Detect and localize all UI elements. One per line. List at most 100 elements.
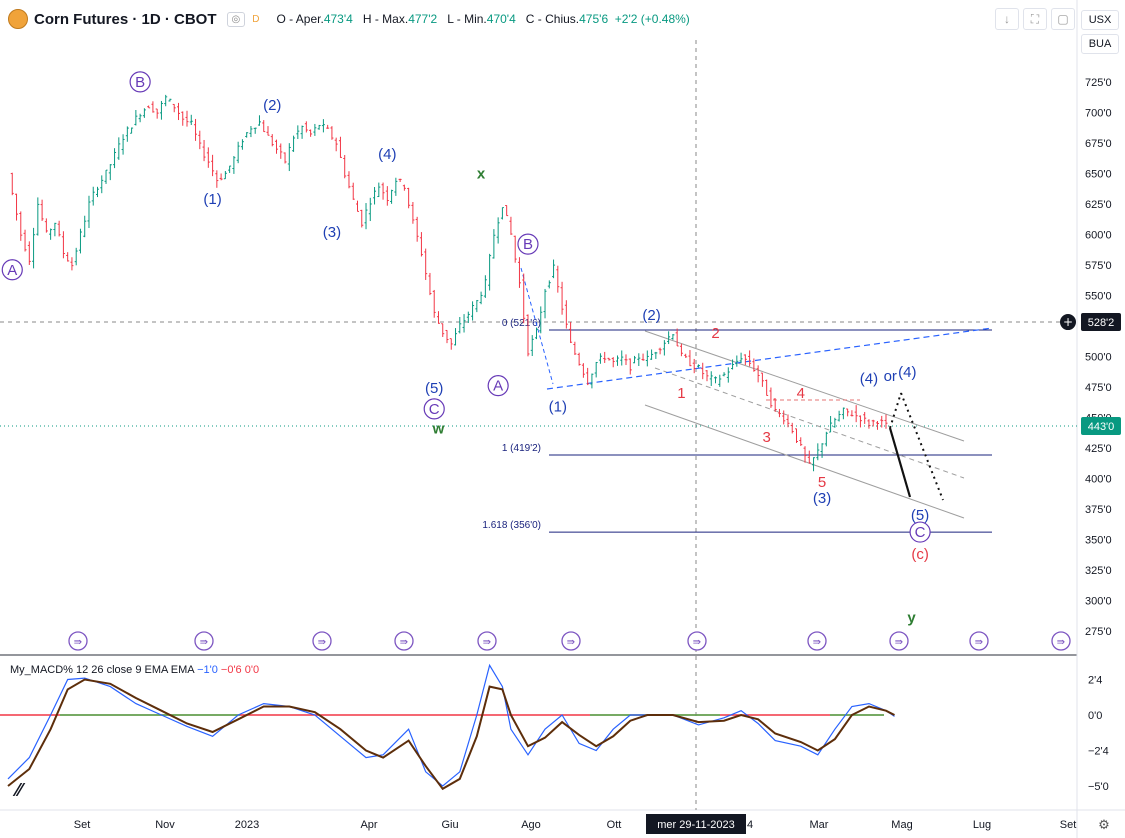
candle (799, 437, 803, 446)
macd-legend[interactable]: My_MACD% 12 26 close 9 EMA EMA −1'0 −0'6… (10, 664, 259, 676)
candle (334, 137, 338, 152)
svg-text:⇛: ⇛ (1057, 637, 1065, 648)
fullscreen-icon[interactable]: ⛶ (1023, 8, 1047, 30)
candle (475, 299, 479, 313)
candle (535, 327, 539, 340)
wave-label: 5 (818, 474, 826, 491)
price-tick-label: 425'0 (1085, 443, 1112, 455)
candle (667, 331, 671, 345)
candle (74, 247, 78, 266)
symbol-title[interactable]: Corn Futures · 1D · CBOT (34, 10, 217, 28)
candle (765, 379, 769, 396)
time-tick-label: Apr (360, 819, 377, 831)
candle (867, 419, 871, 429)
candle (436, 311, 440, 324)
svg-text:⇛: ⇛ (318, 637, 326, 648)
candle (458, 317, 462, 334)
candle (275, 139, 279, 154)
macd-name: My_MACD% 12 26 close 9 EMA EMA (10, 664, 195, 676)
candle (326, 124, 330, 129)
wave-label-circle (909, 521, 931, 543)
candle (731, 359, 735, 370)
event-marker-icon: ⇛ (194, 631, 214, 651)
candle (620, 350, 624, 366)
candle (83, 215, 87, 238)
chart-toolbar: ↓ ⛶ ▢ (995, 8, 1075, 30)
svg-text:⇛: ⇛ (975, 637, 983, 648)
candle (641, 353, 645, 361)
candle (309, 129, 313, 137)
time-tick-label: Giu (441, 819, 458, 831)
price-tick-label: 375'0 (1085, 504, 1112, 516)
candle (539, 306, 543, 334)
price-mode-button[interactable]: BUA (1081, 34, 1119, 54)
candle (245, 132, 249, 138)
candle (15, 193, 19, 221)
candle (100, 175, 104, 194)
candle (432, 289, 436, 318)
candle (351, 182, 355, 200)
candle (884, 414, 888, 429)
macd-tick-label: 0'0 (1088, 710, 1102, 722)
candle (189, 114, 193, 125)
candle (343, 154, 347, 179)
candle (824, 431, 828, 447)
candle (381, 182, 385, 200)
candle (743, 354, 747, 365)
candle (338, 136, 342, 158)
macd-signal-value: −0'6 (220, 664, 242, 676)
candle (522, 273, 526, 324)
candle (113, 148, 117, 169)
wave-label: B (135, 74, 145, 91)
candle (552, 259, 556, 279)
candle (581, 363, 585, 378)
candle (428, 272, 432, 296)
candle (236, 141, 240, 164)
candle (650, 349, 654, 360)
candle (492, 229, 496, 259)
candle (462, 314, 466, 333)
wave-label: (1) (549, 398, 567, 415)
candle (782, 410, 786, 425)
candle (32, 227, 36, 269)
candle (304, 121, 308, 133)
candle (159, 100, 163, 120)
svg-text:⇛: ⇛ (74, 637, 82, 648)
svg-text:⇛: ⇛ (200, 637, 208, 648)
wave-label: y (907, 609, 916, 626)
currency-unit-button[interactable]: USX (1081, 10, 1119, 30)
candle (355, 200, 359, 212)
candle (483, 275, 487, 298)
candle (407, 187, 411, 209)
candle (846, 408, 850, 417)
candle (211, 154, 215, 177)
candle (837, 410, 841, 422)
candle (411, 202, 415, 224)
time-tick-label: Set (1060, 819, 1077, 831)
candle (202, 139, 206, 162)
projection-solid (888, 427, 912, 498)
wave-b-dashed (520, 267, 554, 385)
signal-line (7, 678, 895, 791)
candle (40, 199, 44, 221)
macd-tick-label: −5'0 (1088, 781, 1109, 793)
candle (739, 352, 743, 364)
candle (262, 120, 266, 133)
time-tick-label: Ott (607, 819, 622, 831)
candle (104, 169, 108, 184)
candle (496, 217, 500, 244)
time-tick-label: 2023 (235, 819, 259, 831)
svg-text:⇛: ⇛ (895, 637, 903, 648)
candle (270, 134, 274, 147)
download-icon[interactable]: ↓ (995, 8, 1019, 30)
screenshot-icon[interactable]: ▢ (1051, 8, 1075, 30)
candle (662, 340, 666, 356)
candle (151, 101, 155, 113)
macd-tick-label: −2'4 (1088, 746, 1109, 758)
wave-label: (3) (323, 224, 341, 241)
price-tick-label: 325'0 (1085, 565, 1112, 577)
candle (569, 322, 573, 344)
candle (688, 350, 692, 367)
candle (240, 139, 244, 150)
